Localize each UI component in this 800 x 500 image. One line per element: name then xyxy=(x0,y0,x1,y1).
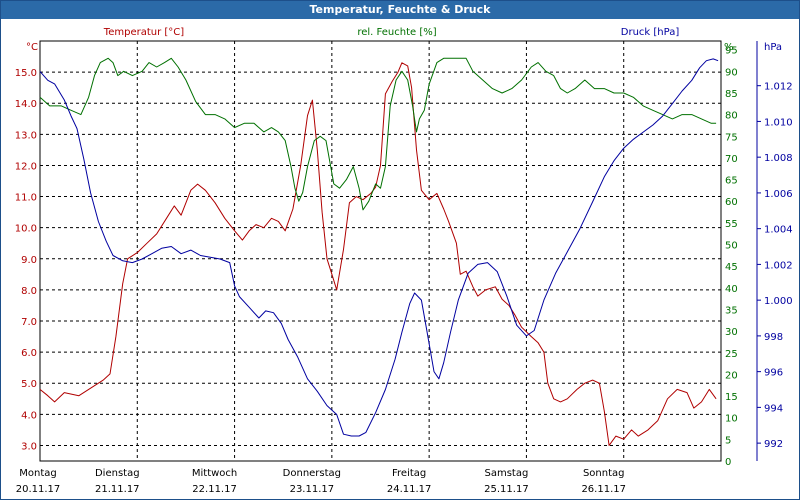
temperature-tick-label: 4.0 xyxy=(21,410,37,421)
humidity-tick-label: 90 xyxy=(725,67,738,78)
day-name-label: Mittwoch xyxy=(192,468,237,479)
humidity-tick-label: 30 xyxy=(725,327,738,338)
weather-chart: °C Temperatur [°C] rel. Feuchte [%] Druc… xyxy=(15,27,793,495)
temperature-tick-label: 7.0 xyxy=(21,317,37,328)
pressure-tick-label: 992 xyxy=(764,439,783,450)
temperature-tick-label: 8.0 xyxy=(21,286,37,297)
temperature-tick-label: 9.0 xyxy=(21,255,37,266)
axis-unit-humidity: % xyxy=(724,42,734,53)
day-name-label: Freitag xyxy=(392,468,426,479)
humidity-tick-label: 95 xyxy=(725,46,738,57)
temperature-tick-label: 6.0 xyxy=(21,348,37,359)
temperature-tick-label: 3.0 xyxy=(21,441,37,452)
humidity-tick-label: 35 xyxy=(725,305,738,316)
day-name-label: Donnerstag xyxy=(283,468,341,479)
day-name-label: Dienstag xyxy=(95,468,140,479)
temperature-tick-label: 10.0 xyxy=(15,224,37,235)
temperature-tick-labels: 3.0 4.0 5.0 6.0 7.0 8.0 9.0 10.0 11.0 12.0 13.0 14.… xyxy=(15,68,37,452)
humidity-line xyxy=(39,57,717,211)
pressure-tick-label: 994 xyxy=(764,403,783,414)
day-date-label: 20.11.17 xyxy=(16,484,61,495)
pressure-line xyxy=(39,58,719,437)
temperature-tick-label: 14.0 xyxy=(15,99,37,110)
humidity-tick-label: 45 xyxy=(725,262,738,273)
day-name-label: Samstag xyxy=(485,468,529,479)
axis-title-temperature: Temperatur [°C] xyxy=(103,27,184,38)
humidity-tick-label: 15 xyxy=(725,392,738,403)
axis-title-pressure: Druck [hPa] xyxy=(621,27,680,38)
pressure-tick-label: 998 xyxy=(764,332,783,343)
pressure-tick-label: 1.000 xyxy=(764,296,793,307)
temperature-tick-label: 13.0 xyxy=(15,130,37,141)
humidity-tick-label: 0 xyxy=(725,457,731,468)
humidity-tick-label: 10 xyxy=(725,414,738,425)
day-date-label: 26.11.17 xyxy=(581,484,626,495)
grid-lines xyxy=(40,41,721,461)
day-labels: Montag 20.11.17 Dienstag 21.11.17 Mittwoch 22… xyxy=(16,468,626,495)
day-date-label: 21.11.17 xyxy=(95,484,140,495)
humidity-tick-label: 55 xyxy=(725,219,738,230)
day-date-label: 25.11.17 xyxy=(484,484,529,495)
day-name-label: Sonntag xyxy=(583,468,625,479)
pressure-tick-label: 1.002 xyxy=(764,260,793,271)
humidity-tick-label: 50 xyxy=(725,241,738,252)
humidity-tick-label: 60 xyxy=(725,197,738,208)
plot-area-frame xyxy=(39,40,722,462)
day-name-label: Montag xyxy=(19,468,56,479)
day-date-label: 24.11.17 xyxy=(387,484,432,495)
day-date-label: 23.11.17 xyxy=(290,484,335,495)
humidity-tick-label: 70 xyxy=(725,154,738,165)
humidity-tick-label: 20 xyxy=(725,370,738,381)
pressure-tick-label: 1.006 xyxy=(764,189,793,200)
pressure-tick-label: 1.010 xyxy=(764,117,793,128)
axis-unit-temperature: °C xyxy=(26,42,38,53)
pressure-tick-label: 996 xyxy=(764,368,783,379)
humidity-tick-labels: 0 5 10 15 20 25 30 35 40 45 50 55 60 65 70 75 80 85 90 95 xyxy=(725,46,738,468)
pressure-tick-labels: 992 994 996 998 1.000 1.002 1.004 1.006 1.008 1.0… xyxy=(757,82,793,450)
temperature-tick-label: 11.0 xyxy=(15,193,37,204)
humidity-tick-label: 40 xyxy=(725,284,738,295)
pressure-tick-label: 1.004 xyxy=(764,225,793,236)
axis-unit-pressure: hPa xyxy=(764,42,782,53)
temperature-line xyxy=(39,62,717,446)
window-title: Temperatur, Feuchte & Druck xyxy=(1,1,799,19)
humidity-tick-label: 5 xyxy=(725,435,731,446)
humidity-tick-label: 65 xyxy=(725,176,738,187)
humidity-tick-label: 80 xyxy=(725,111,738,122)
axis-title-humidity: rel. Feuchte [%] xyxy=(357,27,436,38)
pressure-tick-label: 1.012 xyxy=(764,82,793,93)
day-date-label: 22.11.17 xyxy=(192,484,237,495)
temperature-tick-label: 15.0 xyxy=(15,68,37,79)
temperature-tick-label: 12.0 xyxy=(15,161,37,172)
temperature-tick-label: 5.0 xyxy=(21,379,37,390)
pressure-tick-label: 1.008 xyxy=(764,153,793,164)
humidity-tick-label: 75 xyxy=(725,132,738,143)
series-layer xyxy=(39,57,719,446)
humidity-tick-label: 25 xyxy=(725,349,738,360)
humidity-tick-label: 85 xyxy=(725,89,738,100)
